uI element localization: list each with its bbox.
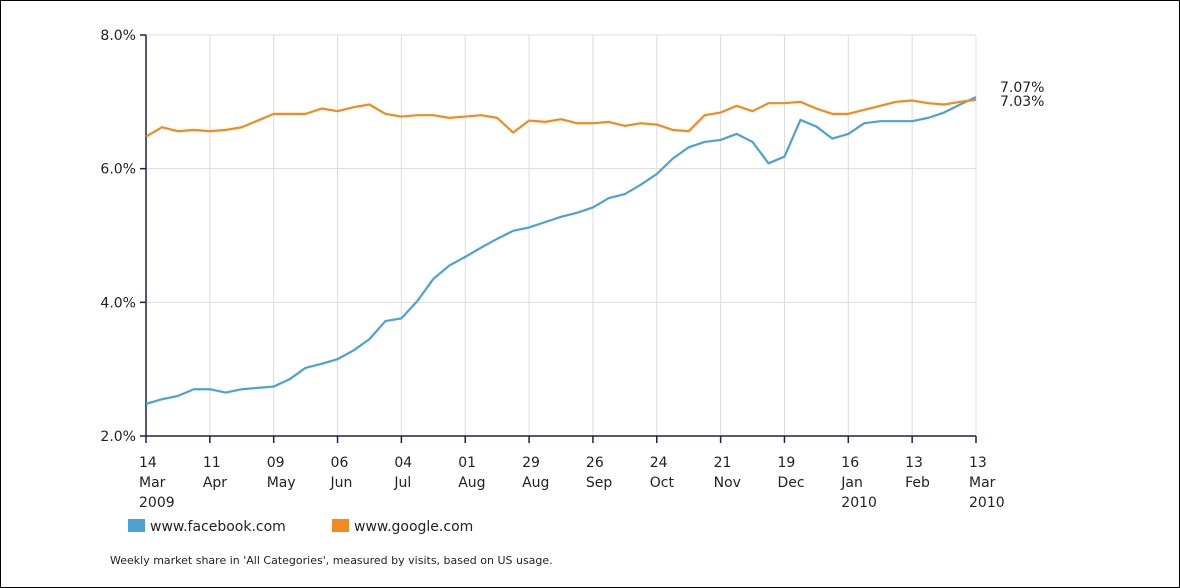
x-tick-label-line: Nov (714, 475, 741, 491)
series-line (145, 98, 977, 138)
x-tick-label: 06 Jun (330, 455, 353, 491)
x-tick-label: 09 May (267, 455, 296, 491)
x-tick-label-line: Aug (522, 475, 549, 491)
x-tick-label-line: Jun (330, 475, 353, 491)
legend-label: www.facebook.com (150, 519, 286, 535)
y-tick-label: 8.0% (100, 28, 136, 44)
x-tick-label-line: 26 (586, 455, 604, 471)
x-tick-label: 21 Nov (714, 455, 741, 491)
x-tick-label-line: 2010 (969, 495, 1005, 511)
x-tick-label: 26 Sep (586, 455, 613, 491)
legend-swatch (128, 519, 145, 532)
y-tick-label: 6.0% (100, 162, 136, 178)
series-line (145, 96, 977, 405)
x-tick-label-line: 14 (139, 455, 157, 471)
x-tick-label-line: Mar (969, 475, 996, 491)
x-tick-label: 04 Jul (393, 455, 412, 491)
legend-label: www.google.com (354, 519, 473, 535)
x-tick-label-line: 24 (650, 455, 668, 471)
x-tick-label-line: 01 (458, 455, 476, 471)
footnote: Weekly market share in 'All Categories',… (110, 554, 553, 567)
x-tick-label-line: Jul (393, 475, 411, 491)
x-tick-label-line: 2009 (139, 495, 175, 511)
x-tick-label-line: 13 (905, 455, 923, 471)
x-tick-label-line: 21 (714, 455, 732, 471)
x-tick-label: 24 Oct (650, 455, 675, 491)
x-tick-label-line: 11 (203, 455, 221, 471)
x-tick-label-line: Oct (650, 475, 675, 491)
x-tick-label-line: 16 (841, 455, 859, 471)
x-tick-label: 14 Mar 2009 (139, 455, 175, 511)
x-tick-label: 01 Aug (458, 455, 485, 491)
x-tick-label-line: 06 (331, 455, 349, 471)
x-tick-label-line: Jan (840, 475, 863, 491)
x-tick-label-line: 19 (777, 455, 795, 471)
x-tick-label-line: Sep (586, 475, 613, 491)
x-tick-label-line: Mar (139, 475, 166, 491)
x-tick-label: 13 Mar 2010 (969, 455, 1005, 511)
x-tick-label-line: 2010 (841, 495, 877, 511)
x-tick-label: 29 Aug (522, 455, 549, 491)
x-tick-label: 19 Dec (777, 455, 804, 491)
x-tick-label-line: Dec (777, 475, 804, 491)
end-value-label: 7.03% (1000, 94, 1044, 110)
x-tick-label-line: Apr (203, 475, 227, 491)
y-tick-label: 4.0% (100, 295, 136, 311)
x-tick-label: 13 Feb (905, 455, 930, 491)
end-value-label: 7.07% (1000, 80, 1044, 96)
x-tick-label: 11 Apr (203, 455, 227, 491)
y-tick-label: 2.0% (100, 429, 136, 445)
x-tick-label-line: 09 (267, 455, 285, 471)
x-tick-label: 16 Jan 2010 (840, 455, 877, 511)
x-tick-label-line: 04 (394, 455, 412, 471)
x-tick-label-line: 29 (522, 455, 540, 471)
x-tick-label-line: May (267, 475, 296, 491)
x-tick-label-line: Feb (905, 475, 930, 491)
x-tick-label-line: 13 (969, 455, 987, 471)
x-tick-label-line: Aug (458, 475, 485, 491)
legend-swatch (332, 519, 349, 532)
